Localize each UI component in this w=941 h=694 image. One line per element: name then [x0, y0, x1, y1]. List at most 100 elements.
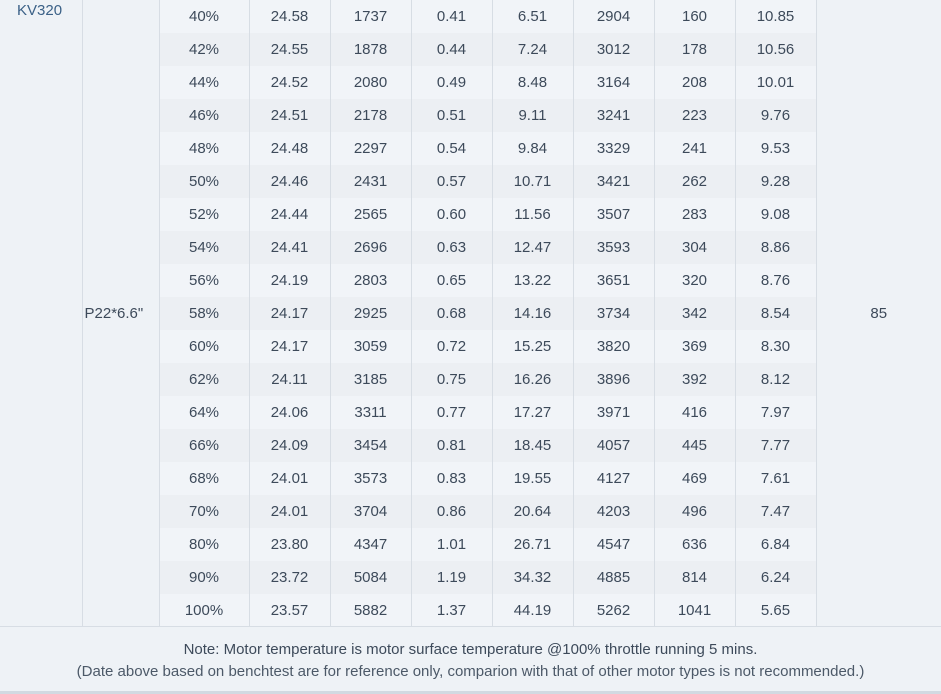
cell-throttle: 52% — [159, 198, 250, 231]
propeller-cell: P22*6.6" — [82, 0, 160, 627]
table-row: KV320 P22*6.6" 40% 24.58 1737 0.41 6.51 2904 160… — [0, 0, 941, 627]
cell-voltage: 24.51 — [249, 99, 331, 132]
cell-efficiency-col7: 416 — [654, 396, 736, 429]
cell-throttle: 44% — [159, 66, 250, 99]
cell-current: 19.55 — [492, 462, 574, 495]
cell-current: 34.32 — [492, 561, 574, 594]
cell-current: 17.27 — [492, 396, 574, 429]
cell-power-w: 4547 — [573, 528, 655, 561]
cell-power-w: 3593 — [573, 231, 655, 264]
cell-power-w: 3241 — [573, 99, 655, 132]
cell-efficiency-col7: 1041 — [654, 594, 736, 627]
cell-thrust-kg: 1.19 — [411, 561, 493, 594]
table-row: 70% 24.01 3704 0.86 20.64 4203 496 7.47 — [0, 495, 941, 528]
table-row: 64% 24.06 3311 0.77 17.27 3971 416 7.97 — [0, 396, 941, 429]
cell-efficiency: 10.85 — [735, 0, 817, 33]
cell-current: 10.71 — [492, 165, 574, 198]
cell-voltage: 23.72 — [249, 561, 331, 594]
cell-efficiency-col7: 369 — [654, 330, 736, 363]
cell-efficiency-col7: 342 — [654, 297, 736, 330]
cell-power-w: 4885 — [573, 561, 655, 594]
cell-power-w: 2904 — [573, 0, 655, 33]
cell-thrust-kg: 0.57 — [411, 165, 493, 198]
cell-current: 12.47 — [492, 231, 574, 264]
cell-rpm: 2803 — [330, 264, 412, 297]
cell-efficiency: 6.84 — [735, 528, 817, 561]
cell-voltage: 24.01 — [249, 462, 331, 495]
cell-rpm: 5084 — [330, 561, 412, 594]
cell-voltage: 24.52 — [249, 66, 331, 99]
table-row: 46% 24.51 2178 0.51 9.11 3241 223 9.76 — [0, 99, 941, 132]
footnote: Note: Motor temperature is motor surface… — [0, 626, 941, 693]
cell-voltage: 24.06 — [249, 396, 331, 429]
benchtest-table: KV320 P22*6.6" 40% 24.58 1737 0.41 6.51 2904 160… — [0, 0, 941, 627]
table-row: 54% 24.41 2696 0.63 12.47 3593 304 8.86 — [0, 231, 941, 264]
table-row: 48% 24.48 2297 0.54 9.84 3329 241 9.53 — [0, 132, 941, 165]
cell-current: 15.25 — [492, 330, 574, 363]
cell-throttle: 66% — [159, 429, 250, 462]
cell-current: 18.45 — [492, 429, 574, 462]
cell-voltage: 24.01 — [249, 495, 331, 528]
cell-rpm: 1737 — [330, 0, 412, 33]
cell-throttle: 56% — [159, 264, 250, 297]
motor-temperature-cell: 85 — [816, 0, 941, 627]
cell-power-w: 3421 — [573, 165, 655, 198]
cell-thrust-kg: 0.75 — [411, 363, 493, 396]
cell-voltage: 24.58 — [249, 0, 331, 33]
cell-efficiency: 8.54 — [735, 297, 817, 330]
cell-voltage: 24.19 — [249, 264, 331, 297]
cell-voltage: 24.46 — [249, 165, 331, 198]
table-row: 100% 23.57 5882 1.37 44.19 5262 1041 5.65 — [0, 594, 941, 627]
cell-efficiency-col7: 320 — [654, 264, 736, 297]
cell-efficiency: 8.86 — [735, 231, 817, 264]
cell-efficiency-col7: 496 — [654, 495, 736, 528]
cell-thrust-kg: 1.37 — [411, 594, 493, 627]
cell-voltage: 24.09 — [249, 429, 331, 462]
table-row: 42% 24.55 1878 0.44 7.24 3012 178 10.56 — [0, 33, 941, 66]
cell-voltage: 24.48 — [249, 132, 331, 165]
cell-throttle: 46% — [159, 99, 250, 132]
cell-thrust-kg: 0.72 — [411, 330, 493, 363]
cell-current: 14.16 — [492, 297, 574, 330]
cell-throttle: 68% — [159, 462, 250, 495]
motor-model-cell: KV320 — [0, 0, 83, 627]
bench-table-container: KV320 P22*6.6" 40% 24.58 1737 0.41 6.51 2904 160… — [0, 0, 941, 627]
cell-thrust-kg: 0.77 — [411, 396, 493, 429]
table-row: 80% 23.80 4347 1.01 26.71 4547 636 6.84 — [0, 528, 941, 561]
cell-voltage: 24.17 — [249, 297, 331, 330]
cell-efficiency-col7: 445 — [654, 429, 736, 462]
cell-efficiency: 7.47 — [735, 495, 817, 528]
cell-power-w: 3164 — [573, 66, 655, 99]
cell-rpm: 2431 — [330, 165, 412, 198]
cell-current: 26.71 — [492, 528, 574, 561]
cell-rpm: 2565 — [330, 198, 412, 231]
cell-current: 9.11 — [492, 99, 574, 132]
cell-rpm: 3311 — [330, 396, 412, 429]
bottom-divider — [0, 691, 941, 694]
cell-efficiency: 8.12 — [735, 363, 817, 396]
cell-throttle: 62% — [159, 363, 250, 396]
cell-efficiency: 9.76 — [735, 99, 817, 132]
cell-rpm: 2925 — [330, 297, 412, 330]
cell-efficiency-col7: 160 — [654, 0, 736, 33]
cell-rpm: 3059 — [330, 330, 412, 363]
cell-thrust-kg: 0.51 — [411, 99, 493, 132]
cell-efficiency-col7: 392 — [654, 363, 736, 396]
cell-efficiency: 9.53 — [735, 132, 817, 165]
cell-efficiency: 5.65 — [735, 594, 817, 627]
cell-power-w: 3651 — [573, 264, 655, 297]
cell-efficiency-col7: 223 — [654, 99, 736, 132]
cell-current: 16.26 — [492, 363, 574, 396]
table-row: 60% 24.17 3059 0.72 15.25 3820 369 8.30 — [0, 330, 941, 363]
cell-efficiency-col7: 814 — [654, 561, 736, 594]
cell-throttle: 100% — [159, 594, 250, 627]
cell-efficiency-col7: 304 — [654, 231, 736, 264]
cell-efficiency-col7: 469 — [654, 462, 736, 495]
cell-throttle: 80% — [159, 528, 250, 561]
cell-thrust-kg: 0.44 — [411, 33, 493, 66]
cell-efficiency: 7.77 — [735, 429, 817, 462]
cell-power-w: 4057 — [573, 429, 655, 462]
cell-voltage: 24.55 — [249, 33, 331, 66]
cell-efficiency-col7: 262 — [654, 165, 736, 198]
cell-thrust-kg: 0.63 — [411, 231, 493, 264]
